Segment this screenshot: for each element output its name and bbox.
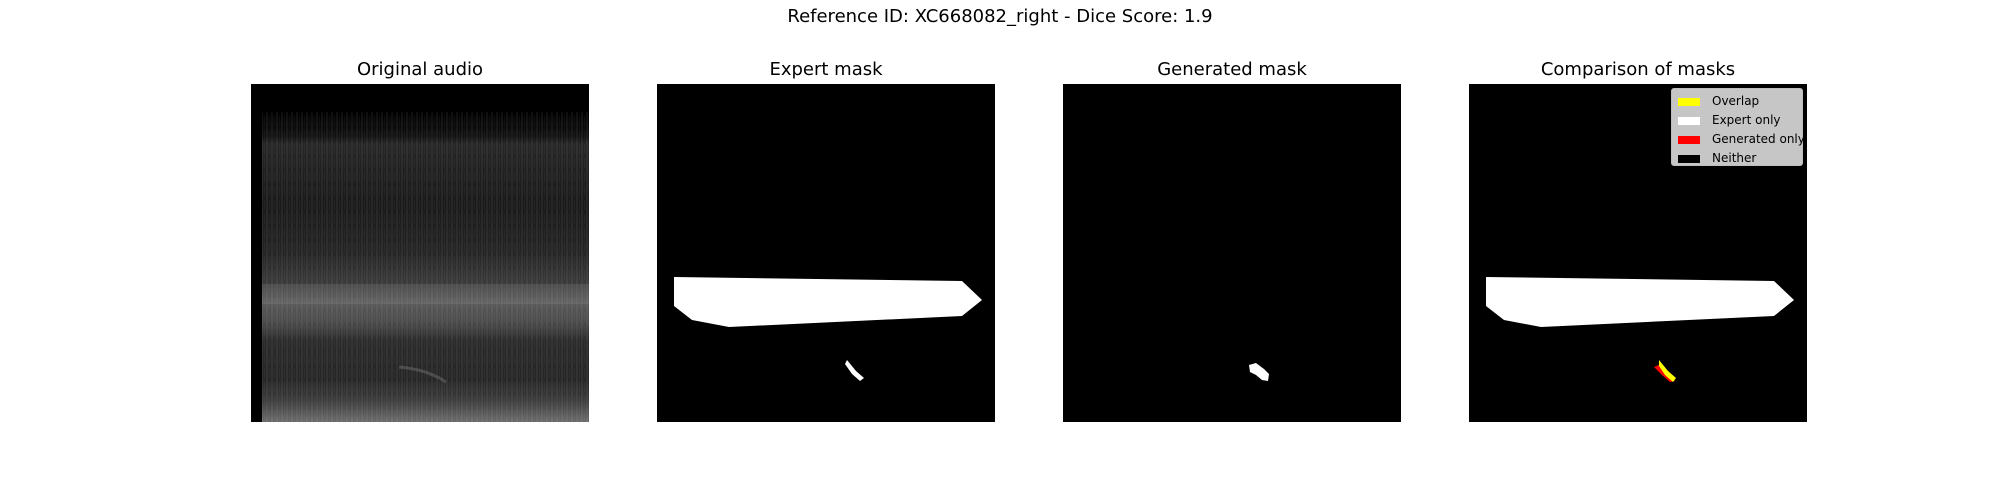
legend-label-expert-only: Expert only [1712, 111, 1781, 130]
expert-mask-panel: Expert mask [657, 58, 995, 424]
legend-item-generated-only: Generated only [1678, 130, 1796, 149]
comparison-image: Overlap Expert only Generated only Neith… [1469, 84, 1807, 422]
legend-item-neither: Neither [1678, 149, 1796, 168]
comparison-title: Comparison of masks [1469, 58, 1807, 82]
spectrogram-image [251, 84, 589, 422]
expert-mask-title: Expert mask [657, 58, 995, 82]
overlap-swatch [1678, 98, 1700, 106]
spectrogram-svg [251, 84, 589, 422]
figure-suptitle: Reference ID: XC668082_right - Dice Scor… [0, 6, 2000, 28]
generated-mask-panel: Generated mask [1063, 58, 1401, 424]
expert-only-swatch [1678, 117, 1700, 125]
legend-item-overlap: Overlap [1678, 92, 1796, 111]
generated-mask-title: Generated mask [1063, 58, 1401, 82]
expert-mask-image [657, 84, 995, 422]
original-audio-panel: Original audio [251, 58, 589, 424]
legend-label-overlap: Overlap [1712, 92, 1759, 111]
legend-item-expert-only: Expert only [1678, 111, 1796, 130]
spectrogram-band [262, 284, 589, 304]
comparison-panel: Comparison of masks Overlap Expert only … [1469, 58, 1807, 424]
comparison-legend: Overlap Expert only Generated only Neith… [1671, 88, 1803, 166]
generated-only-swatch [1678, 136, 1700, 144]
spectrogram-texture [262, 112, 589, 422]
neither-swatch [1678, 155, 1700, 163]
generated-mask-image [1063, 84, 1401, 422]
legend-label-generated-only: Generated only [1712, 130, 1805, 149]
original-audio-title: Original audio [251, 58, 589, 82]
legend-label-neither: Neither [1712, 149, 1756, 168]
